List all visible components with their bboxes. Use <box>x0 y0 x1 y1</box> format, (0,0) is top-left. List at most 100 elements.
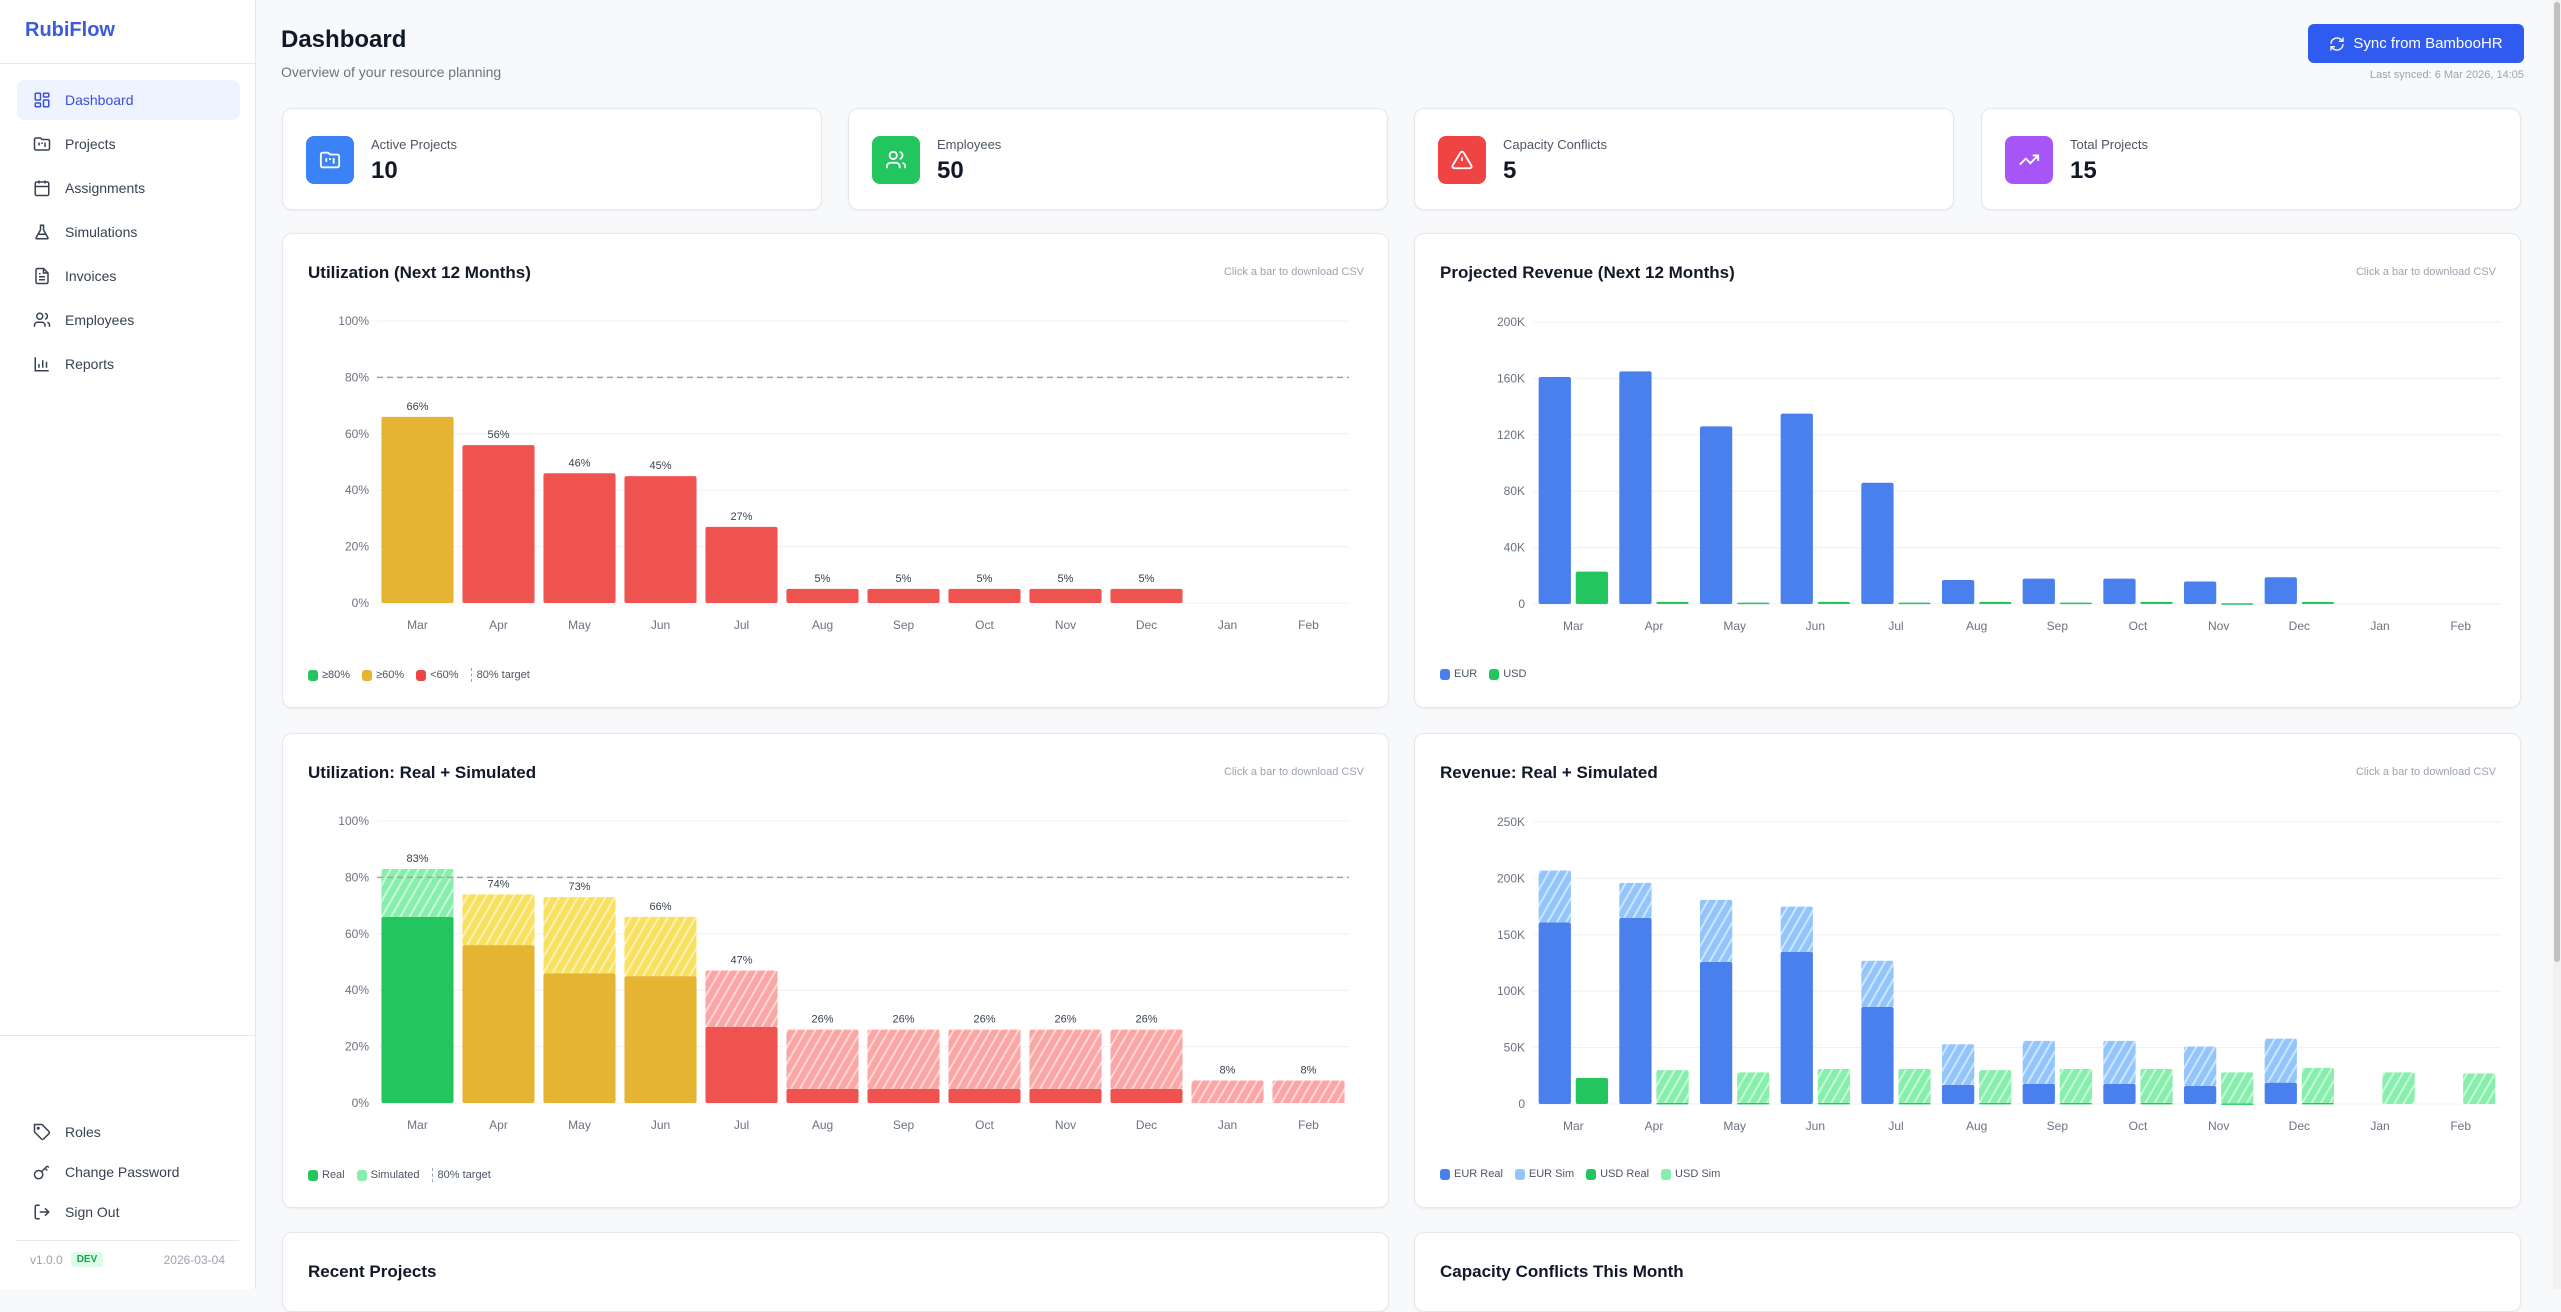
bar-usd[interactable] <box>1817 601 1851 604</box>
bar-usd-sim[interactable] <box>1817 1069 1851 1103</box>
bar-eur[interactable] <box>1861 482 1894 604</box>
bar-simulated[interactable] <box>705 970 778 1027</box>
bar-simulated[interactable] <box>1110 1029 1183 1089</box>
bar-eur-real[interactable] <box>2022 1083 2055 1104</box>
bar-eur-real[interactable] <box>2103 1083 2136 1104</box>
sync-bamboohr-button[interactable]: Sync from BambooHR <box>2308 24 2524 63</box>
bar-eur-sim[interactable] <box>2022 1040 2055 1084</box>
bar-usd-sim[interactable] <box>2221 1072 2254 1104</box>
bar-eur-real[interactable] <box>2183 1085 2217 1104</box>
bar-eur-sim[interactable] <box>1619 882 1652 918</box>
bar-usd-sim[interactable] <box>2059 1069 2093 1103</box>
bar-usd[interactable] <box>1737 602 1770 605</box>
sidebar-item-change-password[interactable]: Change Password <box>17 1152 240 1192</box>
bar-eur-sim[interactable] <box>1941 1044 1975 1085</box>
bar-simulated[interactable] <box>624 916 697 977</box>
bar-value[interactable] <box>624 476 697 603</box>
bar-real[interactable] <box>462 945 535 1103</box>
bar-usd-sim[interactable] <box>2382 1072 2415 1104</box>
bar-real[interactable] <box>948 1088 1021 1103</box>
bar-usd[interactable] <box>2059 602 2093 605</box>
bar-eur-real[interactable] <box>1941 1084 1975 1104</box>
bar-eur-real[interactable] <box>1538 922 1571 1104</box>
bar-real[interactable] <box>1029 1088 1102 1103</box>
bar-usd-real[interactable] <box>2301 1102 2335 1105</box>
revenue-simulated-chart[interactable]: 0 50K 100K 150K 200K 250K Mar Apr May Jun Jul Aug Se… <box>1415 734 2521 1208</box>
bar-usd-sim[interactable] <box>1656 1070 1689 1103</box>
bar-real[interactable] <box>624 976 697 1103</box>
sidebar-item-projects[interactable]: Projects <box>17 124 240 164</box>
bar-eur-sim[interactable] <box>1861 960 1894 1007</box>
bar-simulated[interactable] <box>867 1029 940 1089</box>
bar-usd[interactable] <box>1575 571 1609 604</box>
bar-eur-sim[interactable] <box>2103 1040 2136 1084</box>
bar-simulated[interactable] <box>948 1029 1021 1089</box>
bar-real[interactable] <box>381 916 454 1103</box>
bar-eur[interactable] <box>1538 376 1571 604</box>
bar-eur-real[interactable] <box>1619 917 1652 1104</box>
bar-eur-sim[interactable] <box>1780 906 1813 952</box>
bar-eur[interactable] <box>1941 580 1975 604</box>
sidebar-item-employees[interactable]: Employees <box>17 300 240 340</box>
bar-eur[interactable] <box>2103 578 2136 604</box>
bar-value[interactable] <box>381 416 454 603</box>
bar-usd-real[interactable] <box>2059 1102 2093 1105</box>
bar-eur[interactable] <box>1699 426 1733 604</box>
bar-real[interactable] <box>867 1088 940 1103</box>
bar-usd-real[interactable] <box>1979 1102 2012 1105</box>
bar-usd-real[interactable] <box>1737 1102 1770 1105</box>
bar-simulated[interactable] <box>543 897 616 974</box>
bar-simulated[interactable] <box>786 1029 859 1089</box>
bar-eur[interactable] <box>2183 581 2217 604</box>
bar-eur-real[interactable] <box>2264 1082 2297 1104</box>
sidebar-item-reports[interactable]: Reports <box>17 344 240 384</box>
bar-eur-sim[interactable] <box>2183 1046 2217 1086</box>
sidebar-item-roles[interactable]: Roles <box>17 1112 240 1152</box>
bar-usd-real[interactable] <box>2221 1103 2254 1105</box>
bar-usd[interactable] <box>2140 601 2173 604</box>
bar-simulated[interactable] <box>1029 1029 1102 1089</box>
revenue-chart[interactable]: 0 40K 80K 120K 160K 200K Mar Apr May Jun Jul Aug Sep… <box>1415 234 2521 708</box>
bar-eur-sim[interactable] <box>2264 1038 2297 1083</box>
sidebar-item-simulations[interactable]: Simulations <box>17 212 240 252</box>
bar-simulated[interactable] <box>462 894 535 946</box>
bar-usd-sim[interactable] <box>1898 1069 1931 1103</box>
bar-usd-sim[interactable] <box>2140 1069 2173 1103</box>
bar-usd-real[interactable] <box>1575 1078 1609 1104</box>
page-scrollbar[interactable] <box>2553 0 2561 1289</box>
bar-usd[interactable] <box>2221 603 2254 605</box>
bar-value[interactable] <box>462 445 535 603</box>
bar-real[interactable] <box>705 1026 778 1103</box>
bar-value[interactable] <box>543 473 616 603</box>
bar-usd-real[interactable] <box>1817 1102 1851 1105</box>
bar-usd[interactable] <box>1898 602 1931 605</box>
sidebar-item-assignments[interactable]: Assignments <box>17 168 240 208</box>
bar-eur[interactable] <box>2264 577 2297 604</box>
bar-usd-sim[interactable] <box>1979 1070 2012 1103</box>
bar-usd-real[interactable] <box>2140 1102 2173 1105</box>
bar-usd[interactable] <box>2301 601 2335 604</box>
bar-eur-sim[interactable] <box>1538 870 1571 923</box>
bar-eur-real[interactable] <box>1699 961 1733 1104</box>
bar-eur[interactable] <box>1780 413 1813 604</box>
bar-real[interactable] <box>1110 1088 1183 1103</box>
bar-usd-real[interactable] <box>1656 1102 1689 1105</box>
bar-usd-sim[interactable] <box>2463 1073 2496 1104</box>
bar-simulated[interactable] <box>1272 1080 1345 1103</box>
scrollbar-thumb[interactable] <box>2554 2 2560 962</box>
bar-value[interactable] <box>1110 588 1183 603</box>
bar-usd[interactable] <box>1979 601 2012 604</box>
bar-value[interactable] <box>1029 588 1102 603</box>
bar-simulated[interactable] <box>381 868 454 917</box>
bar-value[interactable] <box>786 588 859 603</box>
bar-eur[interactable] <box>1619 371 1652 604</box>
utilization-simulated-chart[interactable]: 0% 20% 40% 60% 80% 100% Mar 83% Apr 74% May 73% Jun 6… <box>283 734 1389 1208</box>
bar-value[interactable] <box>948 588 1021 603</box>
sidebar-item-dashboard[interactable]: Dashboard <box>17 80 240 120</box>
bar-usd[interactable] <box>1656 601 1689 604</box>
utilization-chart[interactable]: 0% 20% 40% 60% 80% 100% Mar 66% Apr 56% May 46% Jun 4… <box>283 234 1389 708</box>
bar-real[interactable] <box>786 1088 859 1103</box>
bar-value[interactable] <box>867 588 940 603</box>
app-logo[interactable]: RubiFlow <box>25 19 115 41</box>
bar-simulated[interactable] <box>1191 1080 1264 1103</box>
